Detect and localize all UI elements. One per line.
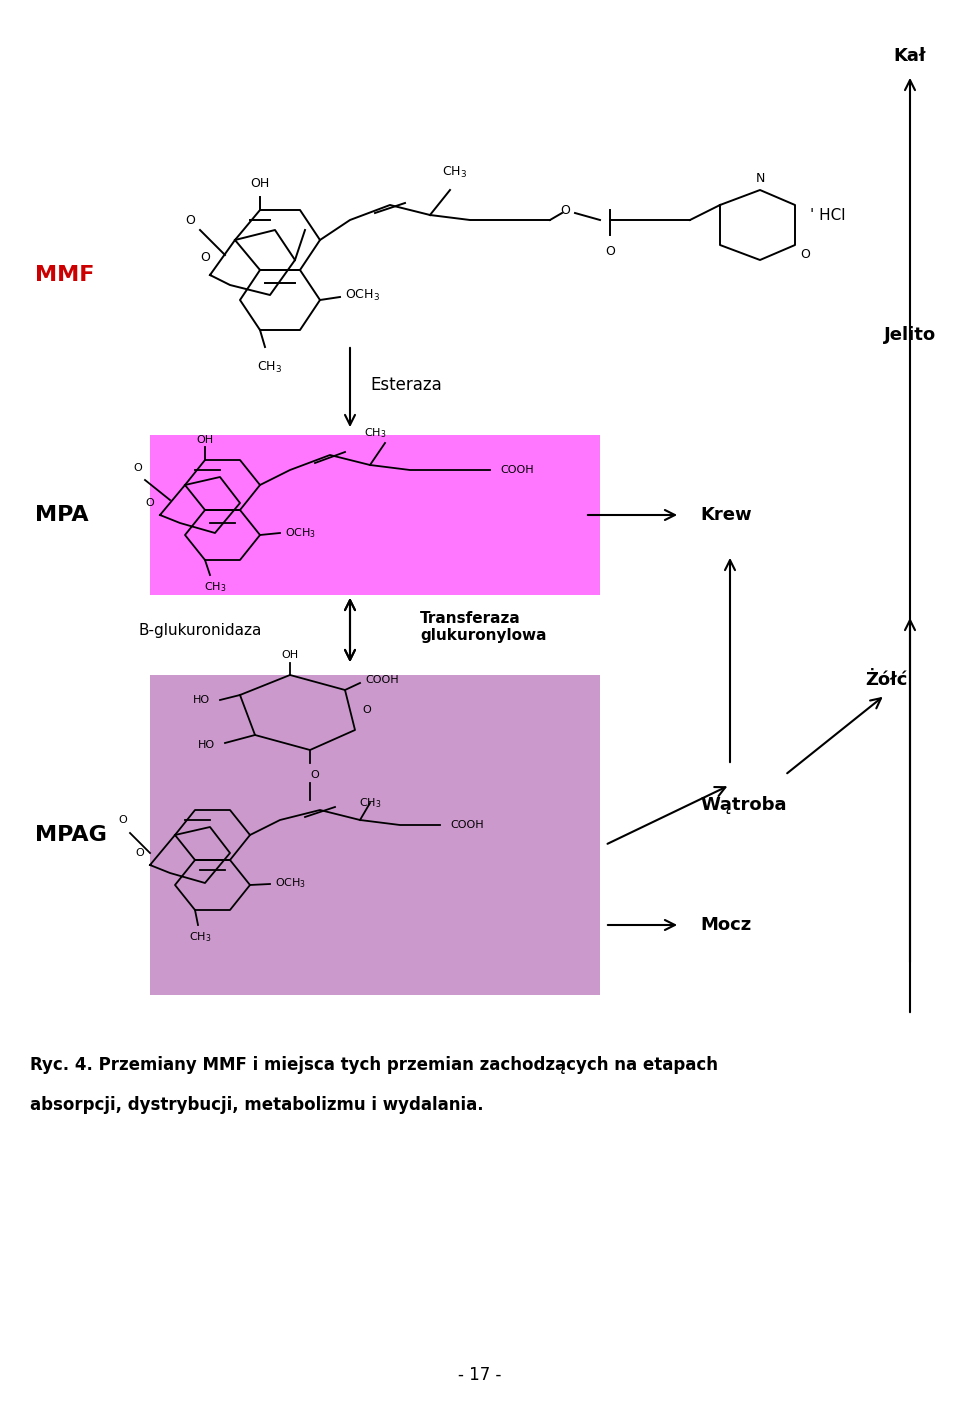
Text: O: O xyxy=(119,815,128,825)
Text: COOH: COOH xyxy=(500,466,534,475)
Text: OCH$_3$: OCH$_3$ xyxy=(285,526,316,541)
Text: absorpcji, dystrybucji, metabolizmu i wydalania.: absorpcji, dystrybucji, metabolizmu i wy… xyxy=(30,1097,484,1114)
Text: O: O xyxy=(800,249,810,262)
Text: CH$_3$: CH$_3$ xyxy=(189,930,211,944)
Text: MPA: MPA xyxy=(35,505,88,525)
Text: MPAG: MPAG xyxy=(35,825,107,845)
Text: O: O xyxy=(605,245,615,258)
Text: Kał: Kał xyxy=(894,47,926,65)
Bar xyxy=(150,434,600,594)
Bar xyxy=(150,675,600,995)
Text: HO: HO xyxy=(198,740,215,750)
Text: Żółć: Żółć xyxy=(865,671,907,689)
Text: CH$_3$: CH$_3$ xyxy=(443,166,468,180)
Text: O: O xyxy=(133,463,142,473)
Text: Ryc. 4. Przemiany MMF i miejsca tych przemian zachodzących na etapach: Ryc. 4. Przemiany MMF i miejsca tych prz… xyxy=(30,1056,718,1074)
Text: OH: OH xyxy=(197,434,213,444)
Text: N: N xyxy=(756,173,765,185)
Text: HO: HO xyxy=(193,695,210,705)
Text: COOH: COOH xyxy=(365,675,398,685)
Text: ' HCl: ' HCl xyxy=(810,208,846,222)
Text: - 17 -: - 17 - xyxy=(458,1365,502,1384)
Text: O: O xyxy=(185,214,195,226)
Text: O: O xyxy=(560,204,570,216)
Text: O: O xyxy=(135,848,144,857)
Text: CH$_3$: CH$_3$ xyxy=(364,426,386,440)
Text: OH: OH xyxy=(251,177,270,190)
Text: Krew: Krew xyxy=(700,507,752,524)
Text: Transferaza
glukuronylowa: Transferaza glukuronylowa xyxy=(420,611,546,644)
Text: OH: OH xyxy=(281,649,299,659)
Text: OCH$_3$: OCH$_3$ xyxy=(275,876,306,890)
Text: CH$_3$: CH$_3$ xyxy=(359,797,381,809)
Text: O: O xyxy=(362,705,371,715)
Text: O: O xyxy=(311,770,320,780)
Text: COOH: COOH xyxy=(450,821,484,831)
Text: O: O xyxy=(146,498,155,508)
Text: O: O xyxy=(200,250,210,263)
Text: B-glukuronidaza: B-glukuronidaza xyxy=(138,623,262,638)
Text: Mocz: Mocz xyxy=(700,916,752,934)
Text: Jelito: Jelito xyxy=(884,325,936,344)
Text: CH$_3$: CH$_3$ xyxy=(204,580,227,594)
Text: Wątroba: Wątroba xyxy=(700,797,786,814)
Text: MMF: MMF xyxy=(35,265,94,284)
Text: OCH$_3$: OCH$_3$ xyxy=(345,287,380,303)
Text: CH$_3$: CH$_3$ xyxy=(257,359,282,375)
Text: Esteraza: Esteraza xyxy=(370,376,442,393)
